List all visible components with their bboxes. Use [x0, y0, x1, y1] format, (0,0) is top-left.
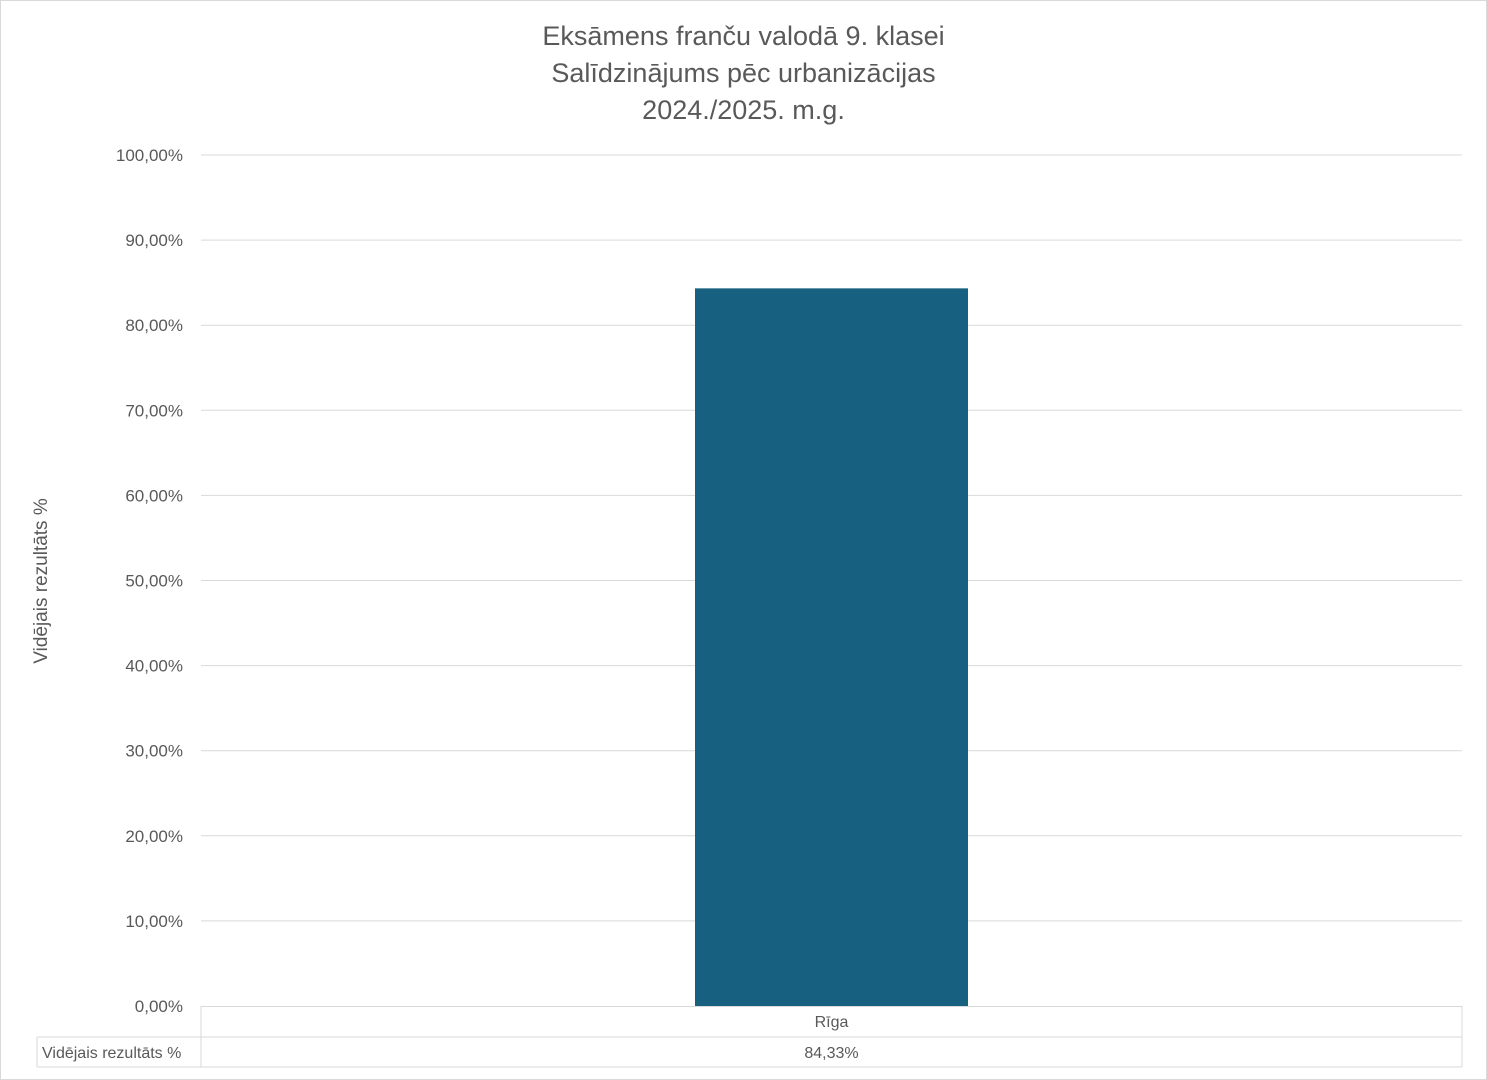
chart-title-line-1: Eksāmens franču valodā 9. klasei [542, 21, 945, 51]
chart-title: Eksāmens franču valodā 9. klasei Salīdzi… [0, 18, 1487, 129]
x-category-label: Rīga [815, 1014, 849, 1031]
y-tick-label: 80,00% [125, 316, 183, 335]
y-tick-label: 30,00% [125, 742, 183, 761]
chart-title-line-2: Salīdzinājums pēc urbanizācijas [551, 58, 936, 88]
y-tick-label: 20,00% [125, 827, 183, 846]
y-tick-label: 10,00% [125, 912, 183, 931]
bar [694, 288, 969, 1007]
y-tick-label: 90,00% [125, 231, 183, 250]
y-tick-label: 50,00% [125, 572, 183, 591]
data-table-value: 84,33% [804, 1045, 858, 1062]
y-tick-label: 70,00% [125, 401, 183, 420]
data-table-series-label: Vidējais rezultāts % [42, 1045, 181, 1062]
chart-title-line-3: 2024./2025. m.g. [642, 95, 845, 125]
y-tick-label: 60,00% [125, 486, 183, 505]
y-tick-label: 0,00% [135, 997, 183, 1016]
y-tick-label: 40,00% [125, 657, 183, 676]
y-tick-label: 100,00% [116, 146, 183, 165]
